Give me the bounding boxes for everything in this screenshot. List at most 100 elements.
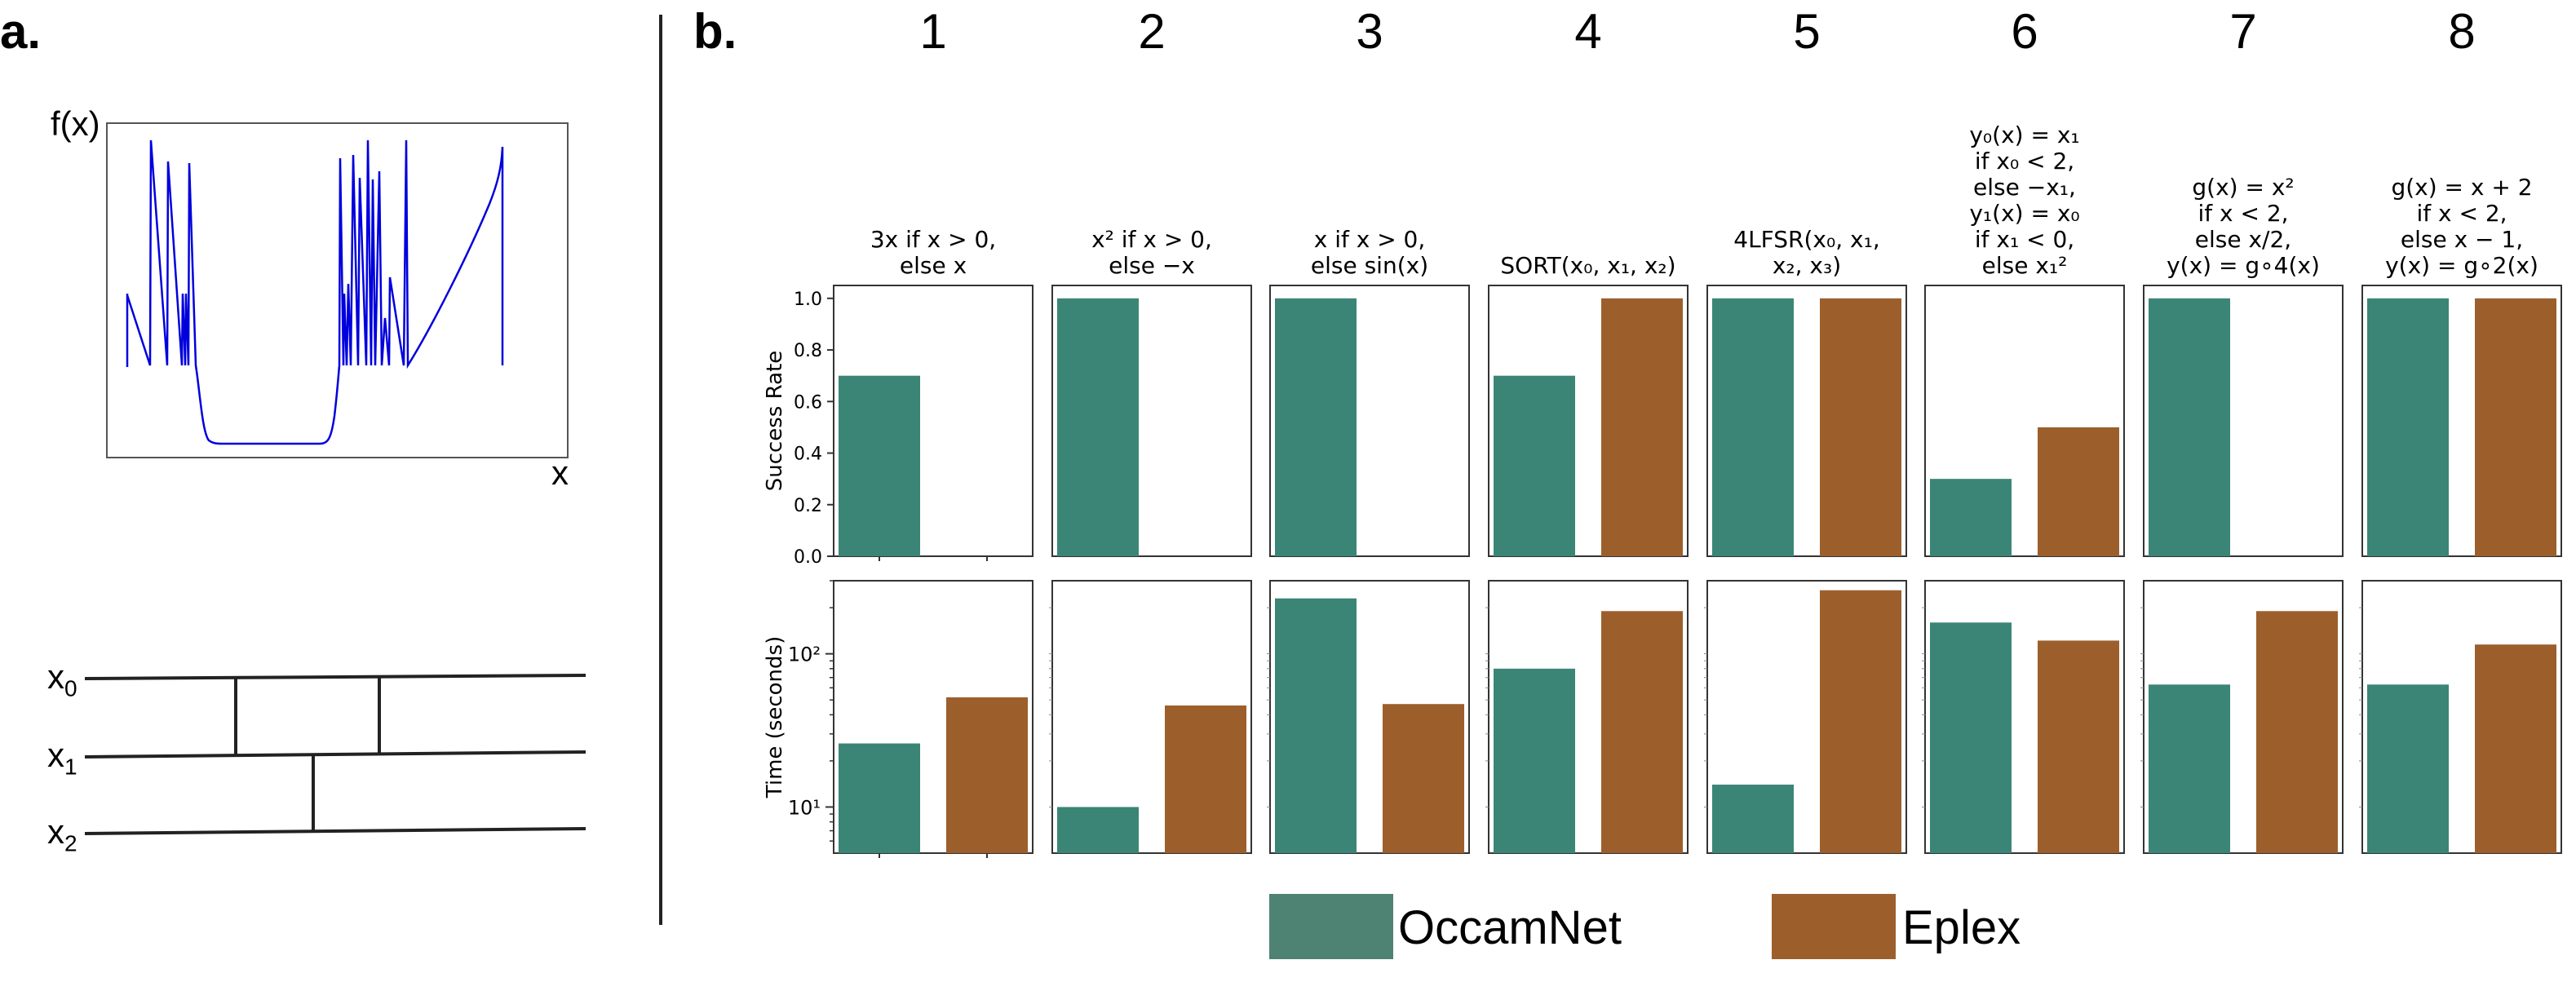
wire-label-x0: x0 bbox=[47, 657, 77, 701]
success-ylabel: Success Rate bbox=[763, 351, 787, 492]
column-title-line: 3x if x > 0, bbox=[870, 226, 997, 253]
time-bar-eplex-4 bbox=[1601, 611, 1683, 853]
column-title-line: if x₀ < 2, bbox=[1974, 148, 2075, 175]
success-bar-eplex-6 bbox=[2038, 427, 2119, 556]
column-title-8: g(x) = x + 2 if x < 2, else x − 1, y(x) = g… bbox=[2339, 175, 2576, 279]
success-rate-frame-3 bbox=[1269, 285, 1470, 557]
column-title-line: x₂, x₃) bbox=[1772, 252, 1842, 279]
time-bar-occamnet-7 bbox=[2149, 684, 2230, 853]
x-axis-label: x bbox=[551, 453, 569, 492]
success-ytick-label: 0.6 bbox=[794, 392, 822, 413]
success-bar-eplex-5 bbox=[1820, 298, 1901, 556]
time-frame-3 bbox=[1269, 580, 1470, 854]
column-title-line: else x/2, bbox=[2194, 226, 2292, 253]
success-rate-frame-8 bbox=[2361, 285, 2562, 557]
legend-swatch-eplex bbox=[1772, 894, 1896, 959]
success-bar-occamnet-6 bbox=[1930, 479, 2012, 556]
time-bar-occamnet-5 bbox=[1712, 785, 1794, 853]
column-title-line: y(x) = g∘2(x) bbox=[2385, 252, 2538, 279]
column-title-line: if x < 2, bbox=[2416, 200, 2507, 227]
panel-divider bbox=[659, 15, 662, 925]
wire-x2 bbox=[84, 827, 586, 835]
success-ytick-label: 1.0 bbox=[794, 290, 822, 310]
column-title-line: if x < 2, bbox=[2198, 200, 2289, 227]
wire-sub-0: 0 bbox=[64, 675, 77, 701]
column-title-6: y₀(x) = x₁ if x₀ < 2, else −x₁, y₁(x) = x₀ i… bbox=[1902, 122, 2147, 279]
time-bar-eplex-2 bbox=[1165, 705, 1246, 853]
wire-label-x2: x2 bbox=[47, 812, 77, 856]
column-title-line: g(x) = x² bbox=[2192, 174, 2295, 201]
success-bar-eplex-4 bbox=[1601, 298, 1683, 556]
time-bar-eplex-5 bbox=[1820, 590, 1901, 853]
time-bar-occamnet-3 bbox=[1275, 598, 1357, 853]
success-ytick-label: 0.8 bbox=[794, 341, 822, 361]
column-title-5: 4LFSR(x₀, x₁, x₂, x₃) bbox=[1684, 227, 1929, 279]
time-bar-occamnet-1 bbox=[839, 743, 920, 853]
function-curve-main bbox=[126, 139, 504, 445]
success-bar-eplex-8 bbox=[2475, 298, 2556, 556]
column-title-line: else −x bbox=[1109, 252, 1195, 279]
column-number-5: 5 bbox=[1793, 4, 1821, 59]
column-number-4: 4 bbox=[1574, 4, 1602, 59]
success-bar-occamnet-4 bbox=[1494, 375, 1575, 556]
time-frame-5 bbox=[1706, 580, 1907, 854]
time-frame-1 bbox=[833, 580, 1033, 854]
wire-x0 bbox=[84, 674, 586, 680]
column-title-line: y(x) = g∘4(x) bbox=[2167, 252, 2320, 279]
time-frame-2 bbox=[1051, 580, 1252, 854]
success-bar-occamnet-8 bbox=[2367, 298, 2449, 556]
fx-axis-label: f(x) bbox=[51, 104, 100, 143]
column-number-7: 7 bbox=[2229, 4, 2257, 59]
success-bar-occamnet-2 bbox=[1057, 298, 1139, 556]
column-title-line: if x₁ < 0, bbox=[1974, 226, 2075, 253]
column-title-line: x if x > 0, bbox=[1313, 226, 1426, 253]
success-rate-frame-7 bbox=[2143, 285, 2344, 557]
column-title-line: else −x₁, bbox=[1973, 174, 2076, 201]
time-ytick-label: 10¹ bbox=[788, 796, 821, 819]
column-title-line: SORT(x₀, x₁, x₂) bbox=[1500, 252, 1676, 279]
time-ytick-label: 10² bbox=[788, 644, 821, 666]
column-title-line: else x bbox=[899, 252, 967, 279]
column-number-6: 6 bbox=[2011, 4, 2038, 59]
success-rate-frame-6 bbox=[1924, 285, 2125, 557]
column-number-3: 3 bbox=[1356, 4, 1383, 59]
time-bar-occamnet-2 bbox=[1057, 807, 1139, 853]
time-bar-eplex-7 bbox=[2256, 611, 2338, 853]
time-frame-7 bbox=[2143, 580, 2344, 854]
time-bar-occamnet-4 bbox=[1494, 668, 1575, 853]
wire-x1 bbox=[84, 750, 586, 759]
panel-b-label: b. bbox=[693, 4, 737, 59]
column-number-8: 8 bbox=[2448, 4, 2476, 59]
success-bar-occamnet-1 bbox=[839, 375, 920, 556]
success-ytick-label: 0.0 bbox=[794, 547, 822, 568]
column-title-3: x if x > 0, else sin(x) bbox=[1247, 227, 1492, 279]
column-number-1: 1 bbox=[919, 4, 947, 59]
column-number-2: 2 bbox=[1138, 4, 1166, 59]
column-title-line: else sin(x) bbox=[1310, 252, 1429, 279]
wire-sub-1: 1 bbox=[64, 754, 77, 780]
column-title-line: y₀(x) = x₁ bbox=[1969, 122, 2080, 148]
column-title-line: 4LFSR(x₀, x₁, bbox=[1733, 226, 1880, 253]
success-rate-frame-2 bbox=[1051, 285, 1252, 557]
column-title-line: else x₁² bbox=[1981, 252, 2068, 279]
success-rate-frame-4 bbox=[1488, 285, 1689, 557]
time-frame-8 bbox=[2361, 580, 2562, 854]
column-title-line: else x − 1, bbox=[2400, 226, 2524, 253]
legend-label-occamnet: OccamNet bbox=[1398, 901, 1622, 954]
column-title-1: 3x if x > 0, else x bbox=[811, 227, 1056, 279]
success-bar-occamnet-3 bbox=[1275, 298, 1357, 556]
column-title-4: SORT(x₀, x₁, x₂) bbox=[1466, 253, 1711, 279]
time-bar-occamnet-6 bbox=[1930, 622, 2012, 853]
legend-swatch-occamnet bbox=[1269, 894, 1393, 959]
wire-label-x1: x1 bbox=[47, 736, 77, 780]
legend-label-eplex: Eplex bbox=[1902, 901, 2021, 954]
success-ytick-label: 0.2 bbox=[794, 496, 822, 516]
time-bar-eplex-3 bbox=[1383, 704, 1464, 853]
time-frame-4 bbox=[1488, 580, 1689, 854]
network-diagram bbox=[84, 674, 586, 835]
success-rate-frame-1 bbox=[833, 285, 1033, 557]
panel-a-label: a. bbox=[0, 4, 42, 59]
success-rate-frame-5 bbox=[1706, 285, 1907, 557]
